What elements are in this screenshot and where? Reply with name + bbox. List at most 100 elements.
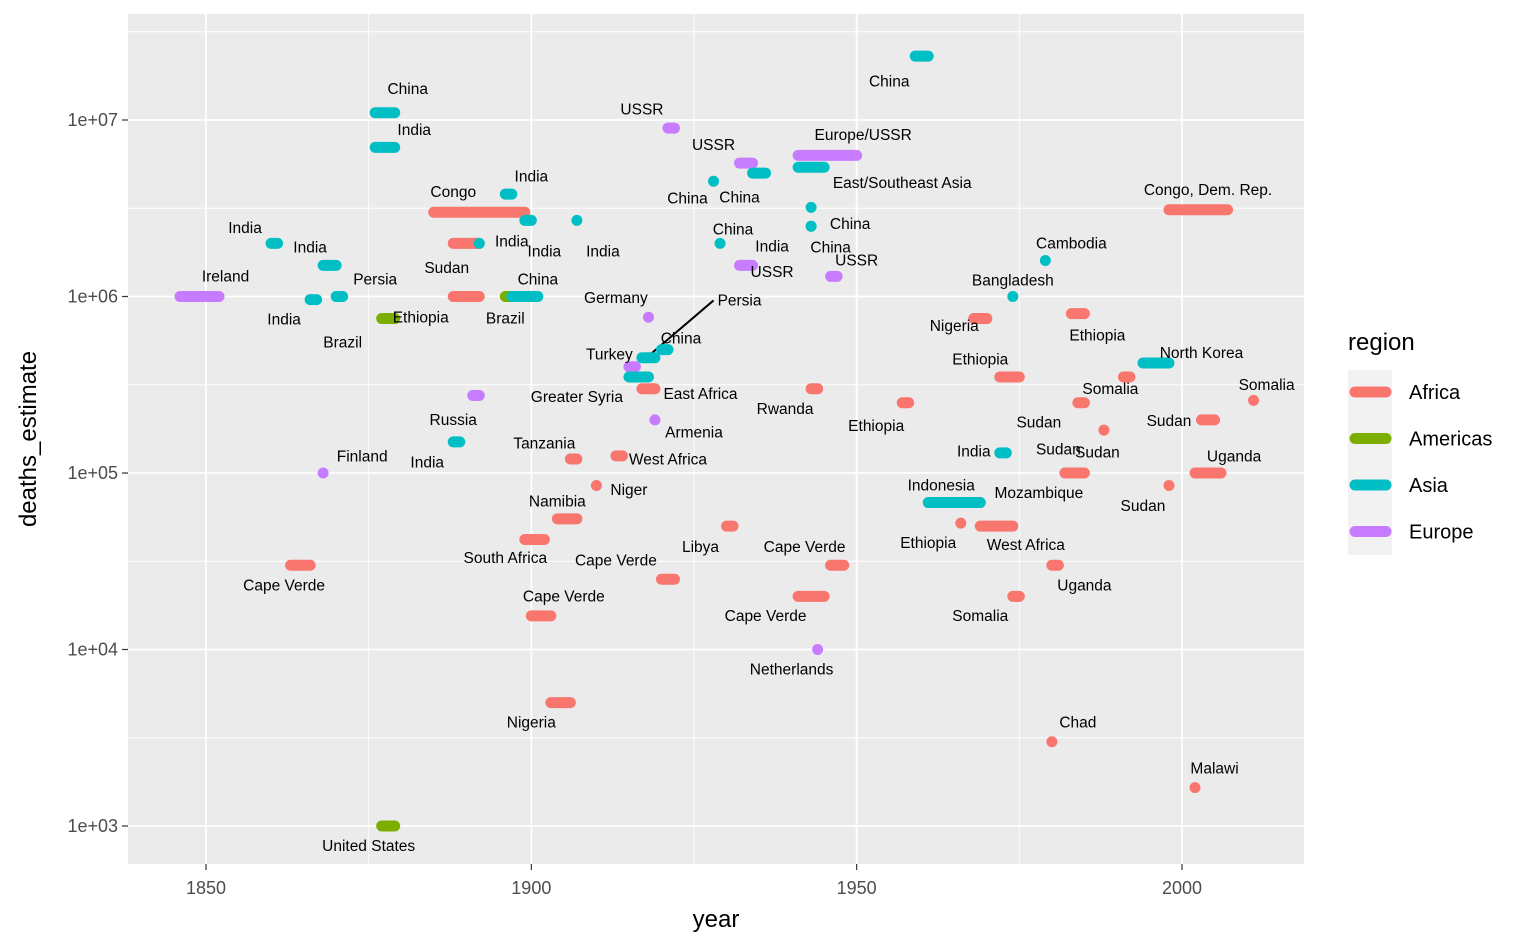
point-label: South Africa — [464, 550, 548, 567]
legend: region Africa Americas Asia Europe — [1348, 329, 1492, 555]
plot-panel — [128, 14, 1304, 864]
point-label: Finland — [337, 449, 388, 466]
point-label: Somalia — [1239, 377, 1295, 394]
legend-title: region — [1348, 329, 1415, 356]
point-label: China — [661, 330, 702, 347]
point-label: Cape Verde — [243, 578, 325, 595]
x-axis-title: year — [693, 906, 740, 933]
point-label: Ethiopia — [952, 351, 1008, 368]
point-label: Ireland — [202, 268, 249, 285]
y-tick-label: 1e+04 — [67, 640, 118, 660]
point-label: East Africa — [663, 386, 737, 403]
point-label: Niger — [610, 482, 647, 499]
y-tick-label: 1e+03 — [67, 816, 118, 836]
point-label: Turkey — [586, 346, 633, 363]
point-label: Brazil — [323, 334, 362, 351]
point-label: USSR — [835, 252, 878, 269]
event-point — [955, 517, 967, 529]
point-label: West Africa — [629, 452, 707, 469]
point-label: China — [830, 216, 871, 233]
point-labels: ChinaChinaIndiaUSSRUSSREurope/USSREast/S… — [202, 74, 1295, 855]
point-label: Ethiopia — [1069, 328, 1125, 345]
y-axis-title: deaths_estimate — [15, 351, 42, 527]
legend-label: Europe — [1409, 522, 1474, 544]
point-label: USSR — [620, 101, 663, 118]
point-label: Mozambique — [994, 485, 1083, 502]
event-point — [1163, 479, 1175, 491]
event-point — [805, 201, 817, 213]
point-label: India — [267, 312, 301, 329]
legend-key-bg — [1348, 370, 1392, 555]
point-label: Congo — [430, 184, 476, 201]
data-marks — [174, 50, 1260, 832]
point-label: Indonesia — [908, 477, 976, 494]
legend-label: Asia — [1409, 475, 1449, 497]
point-label: Ethiopia — [848, 418, 904, 435]
point-label: Sudan — [1121, 498, 1166, 515]
point-label: India — [586, 243, 620, 260]
point-label: China — [518, 271, 559, 288]
event-point — [649, 414, 661, 426]
point-label: India — [397, 122, 431, 139]
point-label: China — [719, 189, 760, 206]
point-label: China — [387, 81, 428, 98]
point-label: Germany — [584, 290, 648, 307]
event-point — [708, 175, 720, 187]
event-point — [1046, 736, 1058, 748]
y-tick-label: 1e+06 — [67, 287, 118, 307]
x-tick-label: 1950 — [837, 878, 877, 898]
point-label: India — [495, 233, 529, 250]
event-point — [317, 467, 329, 479]
y-tick-label: 1e+05 — [67, 463, 118, 483]
point-label: Somalia — [952, 608, 1008, 625]
point-label: Brazil — [486, 311, 525, 328]
point-label: Namibia — [529, 493, 586, 510]
point-label: China — [667, 190, 708, 207]
point-label: Cape Verde — [523, 588, 605, 605]
point-label: Cambodia — [1036, 235, 1107, 252]
point-label: Somalia — [1082, 381, 1138, 398]
point-label: Libya — [682, 539, 719, 556]
point-label: India — [528, 243, 562, 260]
point-label: Sudan — [1036, 441, 1081, 458]
point-label: Sudan — [424, 260, 469, 277]
x-tick-label: 1850 — [186, 878, 226, 898]
point-label: India — [228, 220, 262, 237]
event-point — [714, 237, 726, 249]
y-tick-label: 1e+07 — [67, 110, 118, 130]
point-label: Persia — [353, 271, 397, 288]
x-axis: 1850 1900 1950 2000 — [186, 864, 1202, 898]
event-point — [1248, 394, 1260, 406]
point-label: Cape Verde — [575, 552, 657, 569]
point-label: Netherlands — [750, 662, 834, 679]
point-label: India — [293, 239, 327, 256]
point-label: United States — [322, 838, 415, 855]
point-label: Greater Syria — [531, 389, 624, 406]
point-label: West Africa — [987, 537, 1065, 554]
grid-minor — [128, 14, 1304, 864]
event-point — [473, 237, 485, 249]
event-point — [1189, 782, 1201, 794]
point-label: Persia — [718, 292, 762, 309]
point-label: India — [755, 238, 789, 255]
point-label: India — [410, 454, 444, 471]
point-label: China — [810, 239, 851, 256]
event-point — [1065, 467, 1077, 479]
point-label: Malawi — [1190, 760, 1238, 777]
point-label: Russia — [430, 412, 478, 429]
x-tick-label: 2000 — [1162, 878, 1202, 898]
point-label: North Korea — [1160, 345, 1244, 362]
point-label: India — [515, 168, 549, 185]
point-label: Cape Verde — [725, 608, 807, 625]
event-point — [571, 214, 583, 226]
point-label: Uganda — [1057, 578, 1112, 595]
x-tick-label: 1900 — [511, 878, 551, 898]
point-label: USSR — [751, 264, 794, 281]
point-label: Sudan — [1016, 415, 1061, 432]
point-label: Nigeria — [507, 715, 556, 732]
event-point — [590, 479, 602, 491]
point-label: China — [869, 74, 910, 91]
point-label: Sudan — [1075, 444, 1120, 461]
legend-label: Americas — [1409, 429, 1492, 451]
